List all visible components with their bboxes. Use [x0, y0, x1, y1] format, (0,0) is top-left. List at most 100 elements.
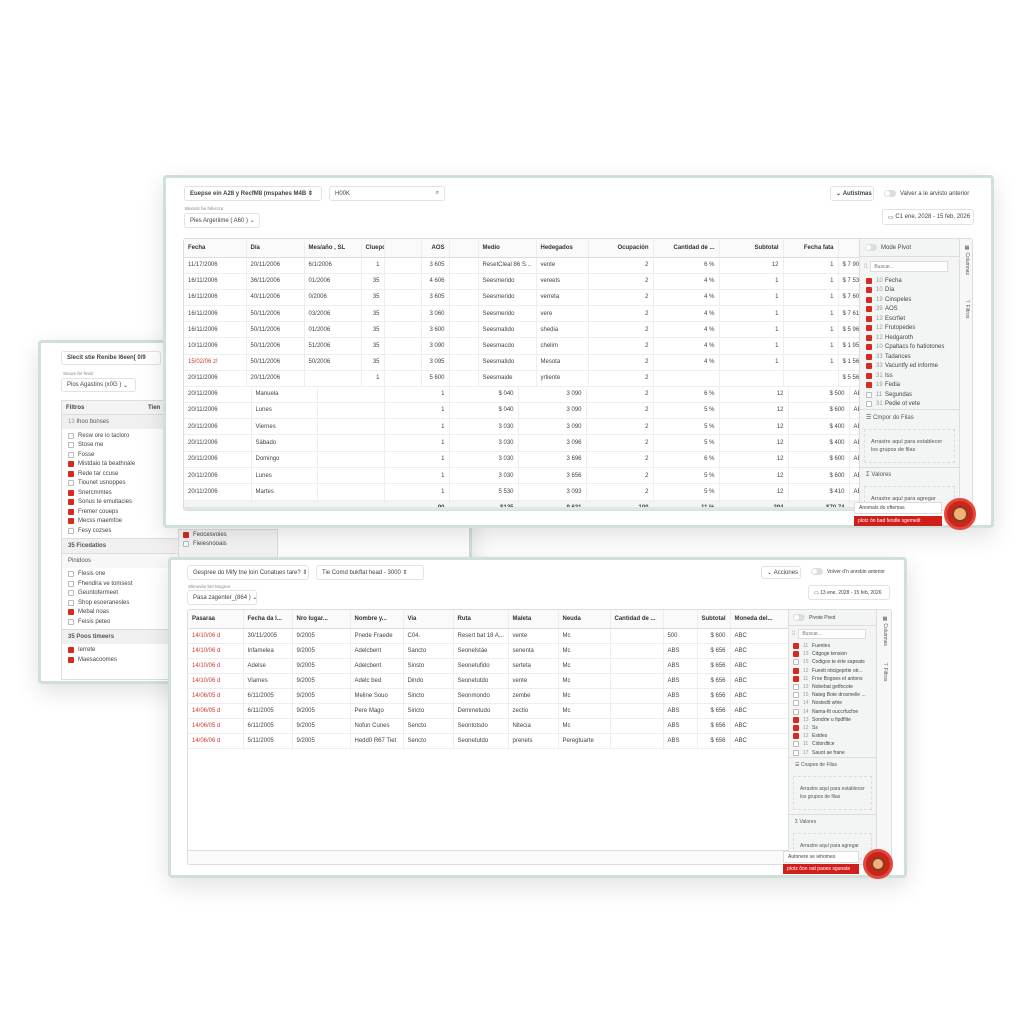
column-header[interactable]: Maleta — [508, 610, 559, 629]
column-header[interactable]: Hedegados — [536, 239, 589, 258]
checkbox[interactable] — [866, 306, 872, 313]
list-item[interactable]: Sonus te emuitacies — [68, 498, 174, 508]
table-row[interactable]: 16/11/2006 36/11/2006 01/2006 35 4 606 Seesme… — [184, 273, 860, 290]
checkbox[interactable] — [68, 451, 74, 458]
checkbox[interactable] — [866, 334, 872, 341]
checkbox[interactable] — [68, 432, 74, 439]
column-header[interactable]: AOS — [421, 239, 450, 258]
checkbox[interactable] — [793, 708, 799, 715]
table-row[interactable]: 14/06/05 d 6/11/2005 9/2005 Nofun Cunes Senc… — [188, 718, 789, 734]
checkbox[interactable] — [793, 700, 799, 707]
date-range-picker[interactable]: ▭ 13 ene, 2028 - 15 feb, 2026 — [808, 585, 890, 600]
checkbox[interactable] — [793, 684, 799, 691]
checkbox[interactable] — [866, 401, 872, 408]
list-item[interactable]: Resw ore io tacloro — [68, 431, 174, 441]
list-item[interactable]: 12 Frutopedes — [866, 324, 953, 334]
horizontal-scrollbar[interactable] — [184, 507, 859, 510]
checkbox[interactable] — [866, 325, 872, 332]
column-search-input[interactable] — [870, 261, 949, 272]
search-input[interactable]: H00K ⌕ — [329, 186, 445, 201]
list-item[interactable]: Mistdaio tá beathnále — [68, 460, 174, 470]
list-item[interactable]: Fremer coueps — [68, 507, 174, 517]
table-row[interactable]: 14/06/05 d 6/11/2005 9/2005 Meline Souo Sinc… — [188, 688, 789, 704]
checkbox[interactable] — [68, 618, 74, 625]
table-row[interactable]: 20/11/2006 20/11/2006 1 5 600 Seesmaide yrtie… — [184, 370, 860, 388]
checkbox[interactable] — [68, 527, 74, 534]
checkbox[interactable] — [866, 296, 872, 303]
list-item[interactable]: Shop esoeranesles — [68, 598, 174, 608]
list-item[interactable]: Fhendira ve tomsest — [68, 579, 174, 589]
checkbox[interactable] — [866, 344, 872, 351]
list-item[interactable]: Ierrete — [68, 646, 174, 656]
list-item[interactable]: Stose me — [68, 441, 174, 451]
restore-toggle[interactable]: Volver d'n anrsbin anterior — [811, 568, 885, 575]
list-item[interactable]: 10 Día — [866, 286, 953, 296]
pivot-toggle[interactable]: Mode Pivot — [860, 239, 959, 257]
checkbox[interactable] — [68, 609, 74, 616]
feedback-button[interactable]: pìotz ôon oat paoes sgunate — [783, 864, 859, 874]
table-row[interactable]: 14/10/06 d 30/11/2005 9/2005 Pnede Fraede C0… — [188, 628, 789, 644]
table-row[interactable]: 11/17/2006 20/11/2006 6/1/2006 1 3 605 ResetC… — [184, 257, 860, 274]
checkbox[interactable] — [793, 692, 799, 699]
list-item[interactable]: 12 Fuestt oticigeprtie otr... — [793, 667, 872, 675]
list-item[interactable]: 11 Fuentes — [793, 642, 872, 650]
checkbox[interactable] — [68, 580, 74, 587]
checkbox[interactable] — [866, 363, 872, 370]
checkbox[interactable] — [793, 659, 799, 666]
pivot-toggle[interactable]: Pivote Pivot — [789, 610, 876, 626]
location-select[interactable]: Pies Argeriime ( A60 ) ⌄ — [184, 213, 260, 228]
row-groups-dropzone[interactable]: Arrastre aquí para establecer los grupos… — [793, 775, 872, 810]
list-item[interactable]: 31 Pedie ot vete — [866, 400, 953, 410]
column-header[interactable]: Neuda — [558, 610, 611, 629]
checkbox[interactable] — [866, 391, 872, 398]
actions-button[interactable]: ⌄ Autistmas — [830, 186, 874, 201]
column-header[interactable]: Nro lugar... — [292, 610, 351, 629]
column-header[interactable]: Fecha fata — [783, 239, 839, 258]
column-search-input[interactable] — [798, 629, 867, 639]
list-item[interactable]: 39 AOS — [866, 305, 953, 315]
list-item[interactable]: 31 Iss — [866, 371, 953, 381]
column-header[interactable]: Mes/año , SL — [304, 239, 362, 258]
list-item[interactable]: 15 Codigos te érte sapeats — [793, 658, 872, 666]
checkbox[interactable] — [866, 372, 872, 379]
dataset-select[interactable]: Gespree do Mify tne loin Conatues tare? … — [187, 565, 309, 580]
view-select[interactable]: Slecit stie Renibe l6een[ 0/9 — [61, 351, 161, 365]
tab-filters[interactable]: ⊤ Filtros — [882, 662, 888, 682]
checkbox[interactable] — [68, 571, 74, 578]
list-item[interactable]: Flesis one — [68, 570, 174, 580]
tab-columns[interactable]: ▦ Columnas — [882, 616, 888, 646]
checkbox[interactable] — [68, 518, 74, 525]
column-header[interactable] — [838, 239, 860, 258]
location-select[interactable]: Pios Agastins (x0G ) ⌄ — [61, 378, 136, 392]
checkbox[interactable] — [68, 656, 74, 663]
lower-row[interactable]: Fieiesnooais — [179, 540, 277, 550]
row-groups-dropzone[interactable]: Arrastre aquí para establecer los grupos… — [864, 429, 955, 463]
column-header[interactable]: Moneda del... — [730, 610, 789, 629]
list-item[interactable]: 11 Segundas — [866, 390, 953, 400]
table-row[interactable]: 16/11/2006 40/11/2006 0/2006 35 3 605 Seesmer… — [184, 289, 860, 307]
list-item[interactable]: 13 Escrfiet — [866, 314, 953, 324]
checkbox[interactable] — [68, 461, 74, 468]
checkbox[interactable] — [68, 647, 74, 654]
list-item[interactable]: 12 Ss — [793, 724, 872, 732]
list-item[interactable]: Tiounet usnoppes — [68, 479, 174, 489]
checkbox[interactable] — [68, 442, 74, 449]
checkbox[interactable] — [68, 470, 74, 477]
actions-button[interactable]: ⌄ Acciones — [761, 566, 801, 579]
checkbox[interactable] — [793, 749, 799, 756]
list-item[interactable]: 17 Sauot ae frane — [793, 748, 872, 756]
checkbox[interactable] — [793, 667, 799, 674]
list-item[interactable]: Feisis peteo — [68, 617, 174, 627]
column-header[interactable]: Cantidad de ... — [653, 239, 720, 258]
list-item[interactable]: Rede tar ccuse — [68, 469, 174, 479]
list-item[interactable]: Maesacoomes — [68, 655, 174, 665]
list-item[interactable]: 10 Cpaltacs fo hatiotones — [866, 343, 953, 353]
column-header[interactable]: Via — [403, 610, 454, 629]
table-row[interactable]: 14/06/05 d 6/11/2005 9/2005 Pere Mago Sirict… — [188, 703, 789, 719]
list-item[interactable]: Mecss maemfoe — [68, 517, 174, 527]
column-header[interactable]: Medio — [478, 239, 537, 258]
column-header[interactable]: Día — [246, 239, 305, 258]
